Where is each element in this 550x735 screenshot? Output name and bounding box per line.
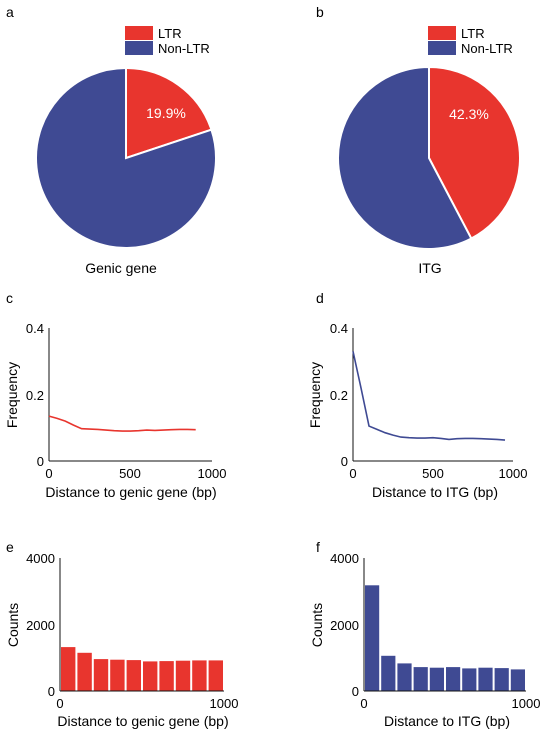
legend-a-nonltr-swatch — [125, 41, 153, 55]
e-bar-7 — [175, 660, 191, 691]
e-bar-0 — [61, 647, 76, 691]
legend-b-ltr-label: LTR — [461, 26, 485, 41]
pie-a-caption: Genic gene — [85, 260, 157, 276]
bar-chart-f: 0 2000 4000 0 1000 Distance to ITG (bp) … — [309, 551, 540, 729]
e-y-axis-label: Counts — [5, 603, 21, 647]
legend-b-nonltr-swatch — [428, 41, 456, 55]
e-x-axis-label: Distance to genic gene (bp) — [57, 713, 228, 729]
e-bar-4 — [126, 660, 141, 691]
c-ytick-0.4: 0.4 — [26, 321, 44, 336]
f-ytick-4000: 4000 — [330, 551, 359, 566]
d-ytick-0: 0 — [341, 454, 348, 469]
d-ytick-0.2: 0.2 — [330, 388, 348, 403]
bar-chart-e: 0 2000 4000 0 1000 Distance to genic gen… — [5, 551, 238, 729]
d-y-axis-label: Frequency — [307, 362, 323, 428]
panel-letter-b: b — [316, 4, 324, 20]
line-chart-d: 0 0.2 0.4 0 500 1000 Distance to ITG (bp… — [307, 321, 527, 500]
d-series-line — [352, 351, 506, 441]
f-bar-3 — [413, 667, 428, 691]
legend-a-ltr-label: LTR — [158, 26, 182, 41]
f-y-axis-label: Counts — [309, 603, 325, 647]
panel-letter-e: e — [6, 539, 14, 555]
e-bar-3 — [110, 659, 125, 691]
f-x-axis-label: Distance to ITG (bp) — [384, 713, 510, 729]
f-bar-5 — [446, 667, 461, 691]
e-bars — [61, 647, 223, 691]
f-ytick-2000: 2000 — [330, 618, 359, 633]
d-ytick-0.4: 0.4 — [330, 321, 348, 336]
pie-b-slice-label: 42.3% — [449, 106, 489, 122]
f-bar-2 — [397, 663, 412, 691]
e-bar-6 — [159, 661, 174, 691]
line-chart-c: 0 0.2 0.4 0 500 1000 Distance to genic g… — [4, 321, 226, 500]
e-ytick-4000: 4000 — [26, 551, 55, 566]
e-ytick-0: 0 — [48, 684, 55, 699]
panel-letter-f: f — [316, 539, 320, 555]
c-ytick-0.2: 0.2 — [26, 388, 44, 403]
pie-a-slice-label: 19.9% — [146, 105, 186, 121]
f-bar-9 — [510, 669, 525, 691]
c-y-axis-label: Frequency — [4, 362, 20, 428]
c-series-line — [48, 415, 196, 432]
pie-a-slice-non-ltr — [35, 66, 217, 249]
f-ytick-0: 0 — [352, 684, 359, 699]
f-bar-7 — [478, 667, 493, 691]
f-bar-4 — [429, 667, 444, 691]
pie-b-slice-non-ltr — [337, 65, 473, 250]
d-x-axis-label: Distance to ITG (bp) — [372, 484, 498, 500]
legend-a-ltr-swatch — [125, 26, 153, 40]
c-xtick-500: 500 — [119, 466, 141, 481]
e-bar-2 — [93, 659, 109, 691]
pie-a-slice-ltr — [125, 66, 213, 160]
f-xtick-0: 0 — [360, 696, 367, 711]
e-bar-5 — [143, 661, 158, 691]
f-bar-1 — [381, 655, 396, 691]
pie-chart-b: 42.3% LTR Non-LTR ITG — [337, 26, 521, 276]
e-xtick-1000: 1000 — [210, 696, 239, 711]
f-bar-0 — [365, 585, 380, 691]
e-ytick-2000: 2000 — [26, 618, 55, 633]
e-bar-1 — [77, 652, 92, 691]
f-bar-8 — [494, 668, 509, 691]
pie-b-slice-ltr — [428, 65, 521, 240]
f-bar-6 — [462, 668, 477, 691]
d-xtick-500: 500 — [422, 466, 444, 481]
f-bars — [365, 585, 525, 691]
e-xtick-0: 0 — [56, 696, 63, 711]
c-ytick-0: 0 — [37, 454, 44, 469]
c-xtick-0: 0 — [45, 466, 52, 481]
f-xtick-1000: 1000 — [512, 696, 541, 711]
panel-letter-c: c — [6, 290, 13, 306]
c-xtick-1000: 1000 — [198, 466, 227, 481]
panel-letter-d: d — [316, 290, 324, 306]
c-x-axis-label: Distance to genic gene (bp) — [45, 484, 216, 500]
e-bar-9 — [208, 660, 223, 691]
d-xtick-0: 0 — [349, 466, 356, 481]
legend-b-ltr-swatch — [428, 26, 456, 40]
pie-b-slices — [337, 65, 521, 250]
panel-letter-a: a — [6, 4, 14, 20]
pie-a-slices — [35, 66, 217, 249]
legend-a-nonltr-label: Non-LTR — [158, 41, 210, 56]
d-xtick-1000: 1000 — [499, 466, 528, 481]
legend-b-nonltr-label: Non-LTR — [461, 41, 513, 56]
e-bar-8 — [192, 660, 207, 691]
pie-chart-a: 19.9% LTR Non-LTR Genic gene — [35, 26, 217, 276]
pie-b-caption: ITG — [418, 260, 441, 276]
